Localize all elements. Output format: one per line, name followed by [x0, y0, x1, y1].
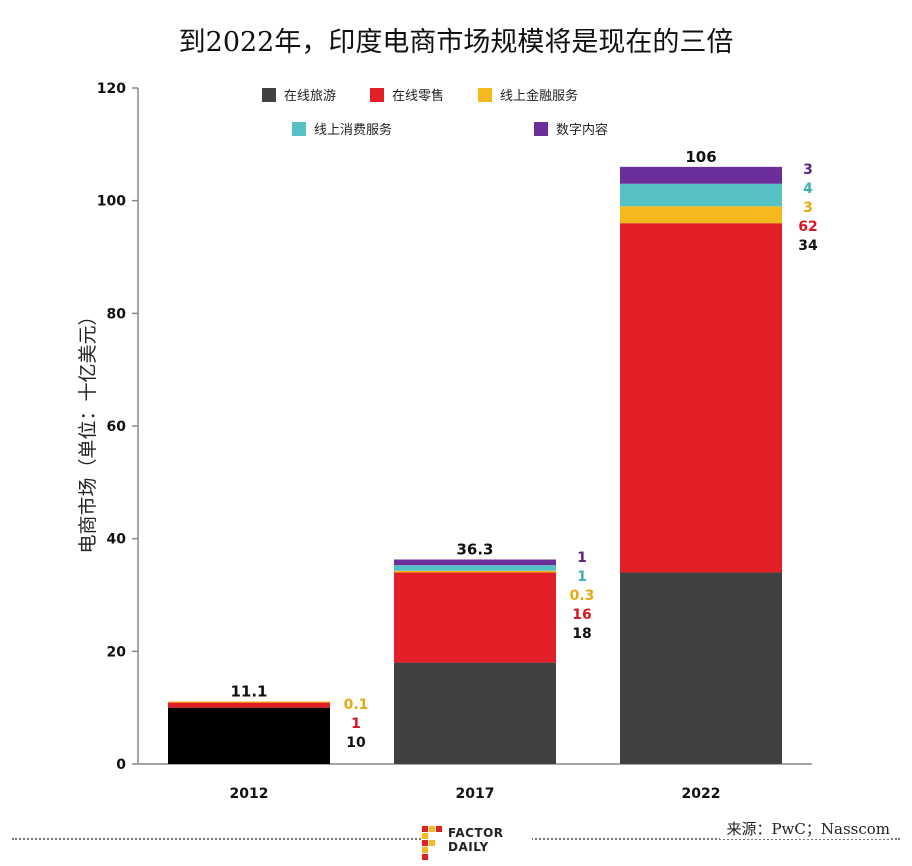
y-tick-label: 120: [97, 81, 126, 97]
legend-item-5: 数字内容: [534, 122, 608, 138]
legend-item-2: 在线零售: [370, 88, 444, 104]
x-category-label: 2012: [230, 786, 269, 802]
bar-total-label: 11.1: [230, 682, 267, 700]
legend-swatch: [534, 122, 548, 136]
segment-value-label: 10: [346, 735, 366, 751]
legend-swatch: [292, 122, 306, 136]
legend-label: 线上消费服务: [314, 122, 392, 138]
bar-segment: [394, 565, 556, 571]
segment-value-label: 0.1: [344, 697, 369, 713]
bar-group-2017: 36.3 2017 18 16 0.3 1 1: [394, 541, 594, 802]
bar-segment: [620, 166, 782, 184]
legend-item-4: 线上消费服务: [292, 122, 392, 138]
y-tick-label: 80: [107, 306, 127, 322]
legend-label: 数字内容: [556, 122, 608, 138]
y-tick-label: 100: [97, 194, 126, 210]
segment-value-label: 34: [798, 238, 818, 254]
y-tick-label: 0: [116, 757, 126, 773]
legend-label: 在线零售: [392, 88, 444, 104]
segment-value-label: 1: [577, 550, 587, 566]
x-category-label: 2022: [682, 786, 721, 802]
y-tick-label: 60: [107, 419, 127, 435]
segment-value-label: 18: [572, 626, 591, 642]
bars: 11.120121010.136.3201718160.311106202234…: [168, 148, 818, 802]
bar-segment: [394, 572, 556, 663]
bar-segment: [168, 707, 330, 764]
bar-segment: [394, 570, 556, 573]
chart-title: 到2022年，印度电商市场规模将是现在的三倍: [178, 27, 734, 58]
bar-segment: [168, 701, 330, 703]
bar-total-label: 106: [685, 148, 716, 166]
segment-value-label: 62: [798, 219, 817, 235]
bar-group-2012: 11.1 2012 10 1 0.1: [168, 682, 368, 802]
legend-swatch: [262, 88, 276, 102]
y-tick-label: 40: [107, 532, 127, 548]
bar-segment: [620, 572, 782, 764]
factor-daily-logo: FACTOR DAILY: [422, 822, 532, 862]
legend-item-1: 在线旅游: [262, 88, 336, 104]
bar-segment: [394, 662, 556, 764]
bar-segment: [620, 206, 782, 224]
factor-logo-icon: [422, 826, 442, 860]
bar-segment: [168, 702, 330, 708]
segment-value-label: 3: [803, 200, 813, 216]
y-tick-label: 20: [107, 644, 127, 660]
segment-value-label: 16: [572, 607, 591, 623]
legend-item-3: 线上金融服务: [478, 88, 578, 104]
bar-segment: [620, 183, 782, 207]
segment-value-label: 4: [803, 181, 813, 197]
bar-segment: [394, 559, 556, 566]
x-category-label: 2017: [456, 786, 495, 802]
brand-text: FACTOR DAILY: [448, 826, 504, 854]
bar-total-label: 36.3: [456, 541, 493, 559]
brand-line-2: DAILY: [448, 840, 489, 854]
segment-value-label: 0.3: [570, 588, 595, 604]
brand-line-1: FACTOR: [448, 826, 504, 840]
y-axis-label: 电商市场（单位：十亿美元）: [77, 306, 99, 553]
bar-segment: [620, 223, 782, 573]
segment-value-label: 1: [351, 716, 361, 732]
segment-value-label: 1: [577, 569, 587, 585]
legend-swatch: [478, 88, 492, 102]
legend-label: 线上金融服务: [500, 88, 578, 104]
legend-label: 在线旅游: [284, 89, 336, 104]
legend-swatch: [370, 88, 384, 102]
source-note: 来源：PwC；Nasscom: [720, 818, 890, 839]
segment-value-label: 3: [803, 162, 813, 178]
